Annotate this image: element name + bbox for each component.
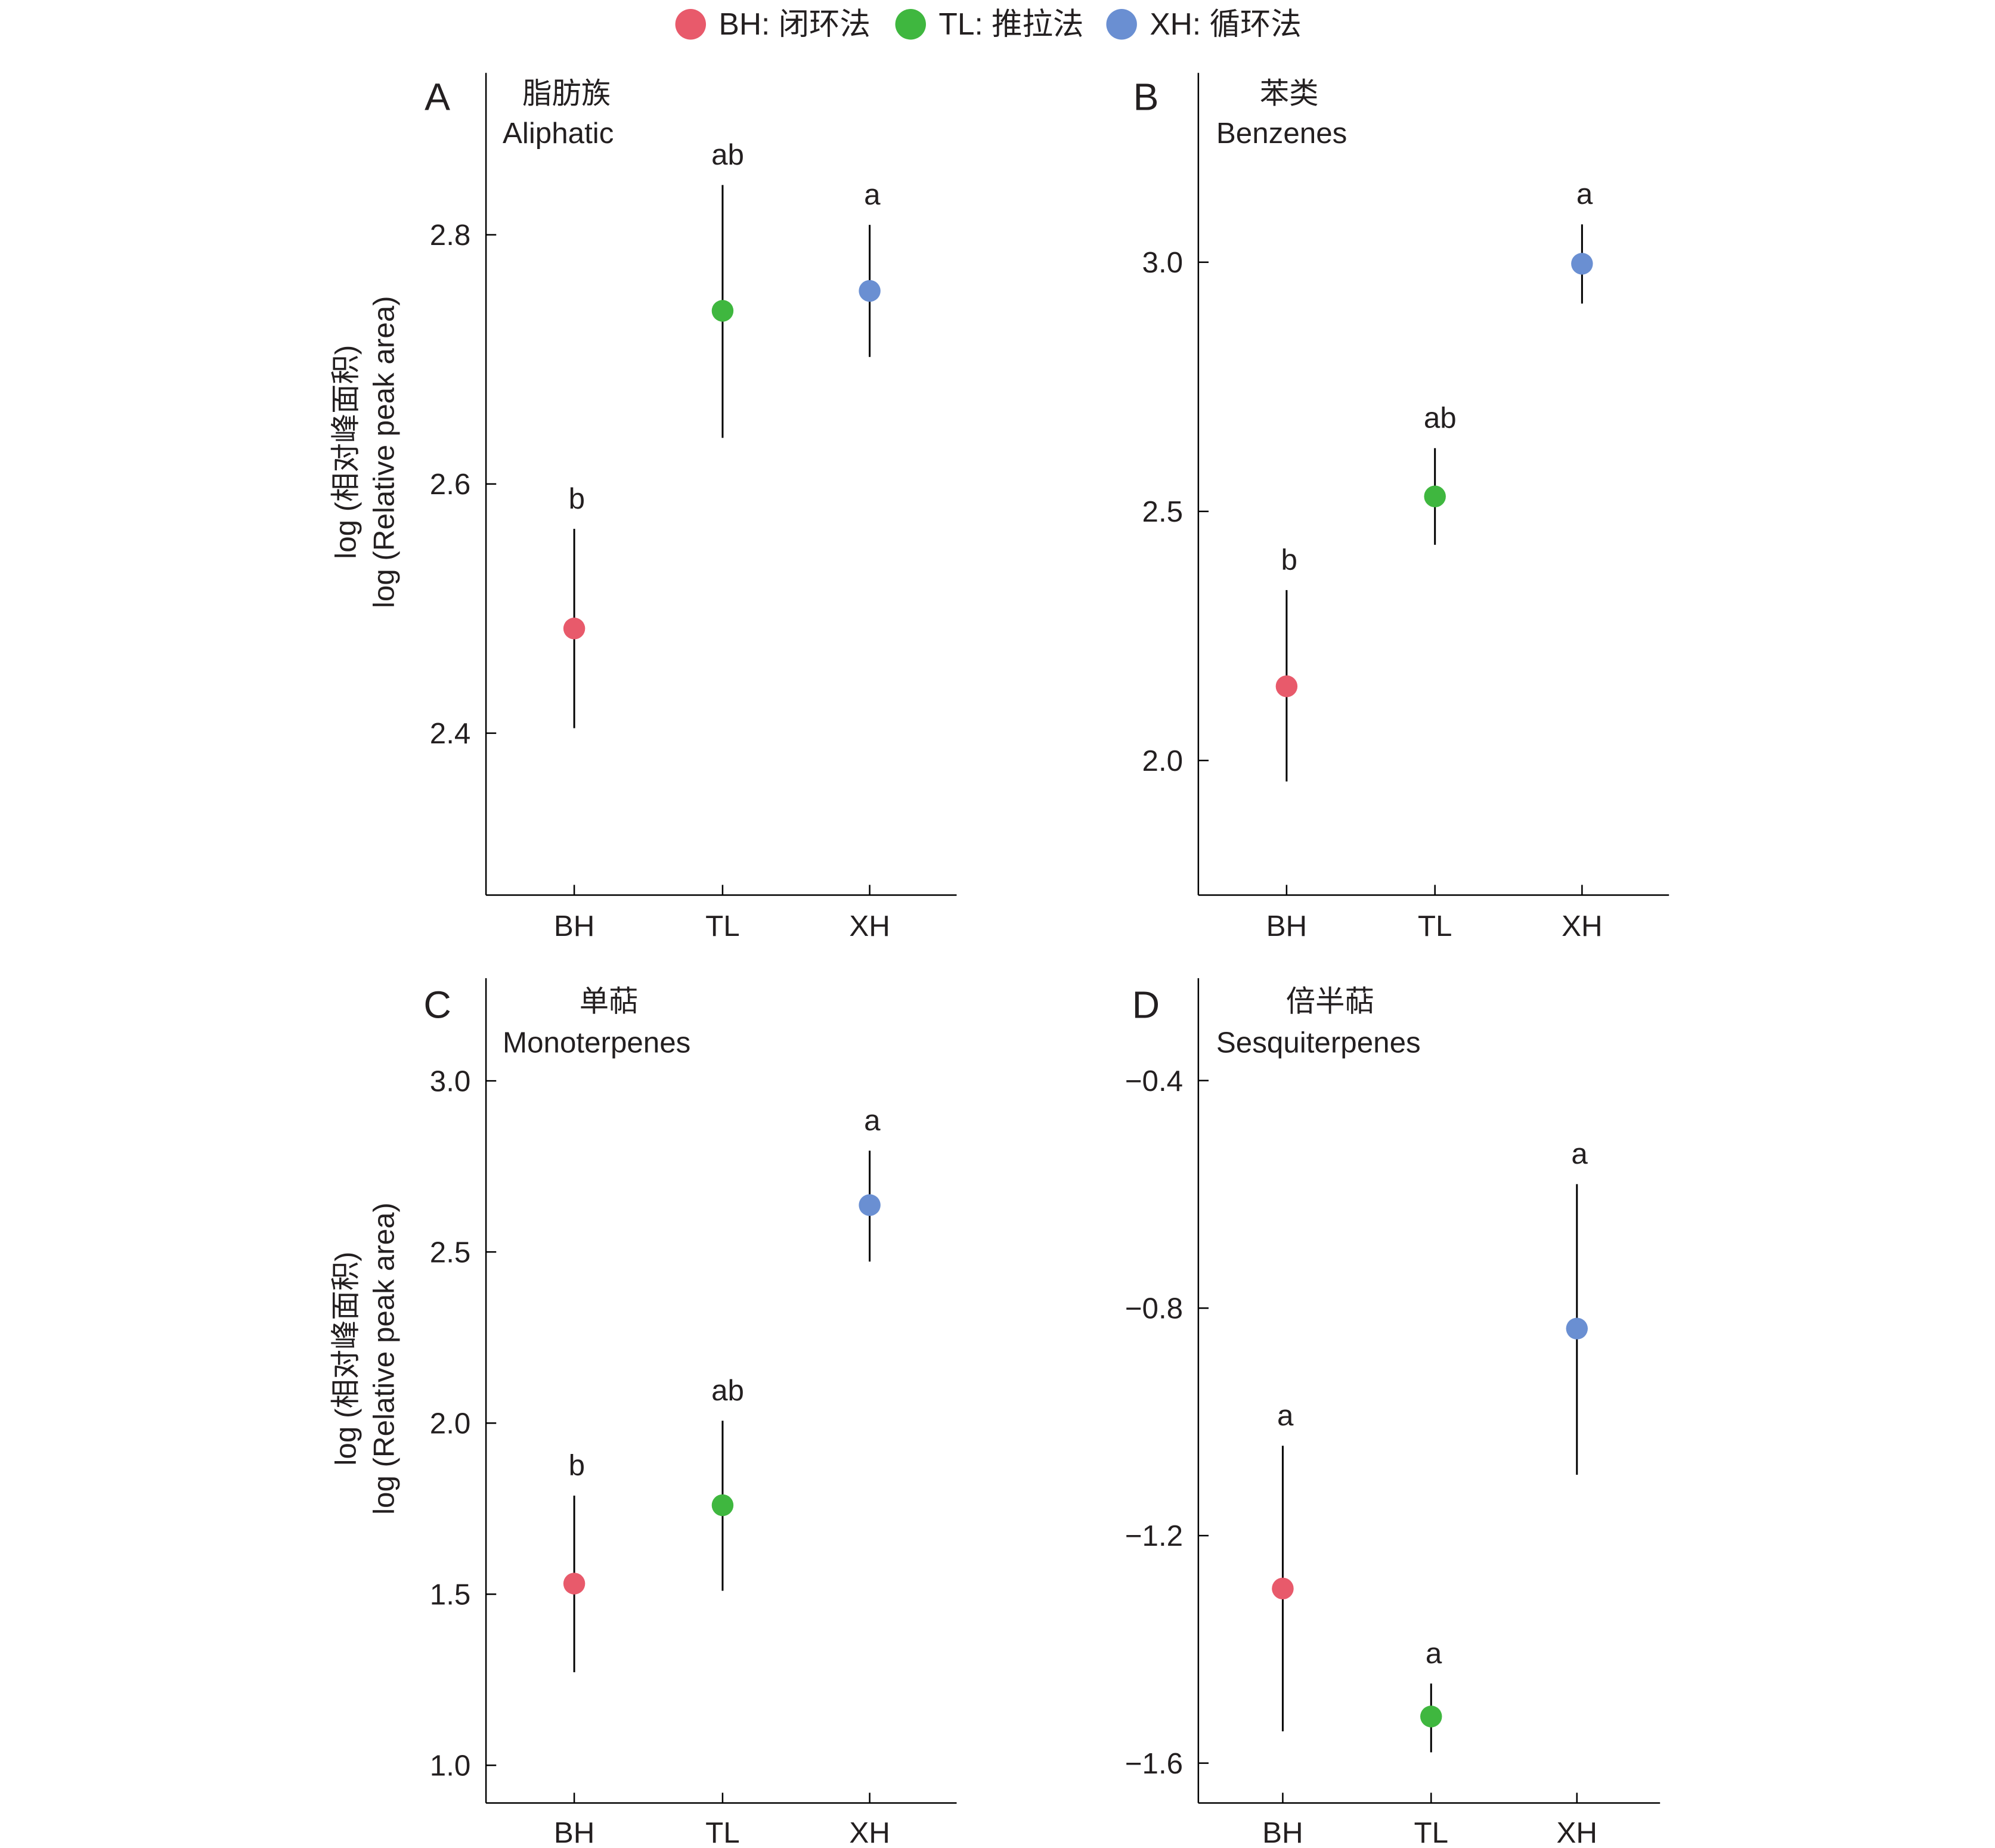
y-axis-label-en: log (Relative peak area) — [368, 1202, 401, 1515]
panel-letter: C — [423, 983, 451, 1026]
panel-letter: B — [1133, 75, 1158, 118]
data-point-xh — [859, 1194, 881, 1216]
panel-title-cn: 苯类 — [1260, 76, 1319, 111]
significance-letter: b — [569, 1449, 585, 1482]
panel-title-en: Sesquiterpenes — [1216, 1026, 1421, 1059]
y-tick-label: 3.0 — [1142, 246, 1184, 279]
y-tick-label: 2.5 — [1142, 495, 1184, 528]
significance-letter: ab — [711, 138, 744, 171]
panel-letter: D — [1132, 983, 1160, 1026]
legend-label-xh: XH: 循环法 — [1150, 7, 1302, 41]
y-tick-label: −0.8 — [1125, 1292, 1183, 1325]
panel-d: D 倍半萜 Sesquiterpenes −1.6 −1.2 −0.8 −0.4 BH a TL a… — [1125, 978, 1661, 1848]
data-point-bh — [563, 1573, 586, 1595]
panel-title-en: Benzenes — [1216, 117, 1347, 150]
panel-title-en: Aliphatic — [503, 117, 614, 150]
data-point-bh — [1275, 675, 1298, 697]
x-tick-label: BH — [1262, 1816, 1303, 1848]
legend-label-bh: BH: 闭环法 — [718, 7, 871, 41]
panel-title-cn: 倍半萜 — [1286, 984, 1374, 1019]
x-tick-label: XH — [849, 910, 890, 942]
y-tick-label: 2.0 — [430, 1407, 471, 1440]
panel-letter: A — [425, 75, 450, 118]
y-tick-label: 2.5 — [430, 1236, 471, 1269]
data-point-bh — [563, 618, 586, 640]
panel-a: A 脂肪族 Aliphatic 2.4 2.6 2.8 BH b TL ab XH a log (相对峰… — [329, 73, 957, 942]
panel-title-cn: 单萜 — [580, 984, 639, 1019]
x-tick-label: TL — [1418, 910, 1452, 942]
data-point-bh — [1272, 1577, 1294, 1599]
x-tick-label: XH — [1562, 910, 1603, 942]
x-tick-label: BH — [554, 1816, 595, 1848]
legend-marker-tl — [895, 9, 926, 40]
data-point-tl — [711, 1494, 734, 1517]
significance-letter: a — [1576, 178, 1593, 210]
x-tick-label: XH — [849, 1816, 890, 1848]
significance-letter: a — [1426, 1637, 1442, 1670]
x-tick-label: TL — [1414, 1816, 1448, 1848]
x-tick-label: TL — [705, 910, 740, 942]
y-axis-label-cn: log (相对峰面积) — [329, 1252, 362, 1466]
panel-c: C 单萜 Monoterpenes 1.0 1.5 2.0 2.5 3.0 BH b TL ab XH a… — [329, 978, 957, 1848]
data-point-tl — [711, 300, 734, 322]
legend-label-tl: TL: 推拉法 — [938, 7, 1083, 41]
panel-title-cn: 脂肪族 — [522, 76, 611, 111]
significance-letter: b — [1281, 544, 1297, 576]
data-point-xh — [859, 280, 881, 302]
y-tick-label: −0.4 — [1125, 1065, 1183, 1097]
significance-letter: ab — [1424, 401, 1457, 434]
y-axis-label-en: log (Relative peak area) — [368, 296, 401, 608]
legend-marker-xh — [1106, 9, 1137, 40]
x-tick-label: TL — [705, 1816, 740, 1848]
legend-marker-bh — [675, 9, 707, 40]
y-tick-label: 1.0 — [430, 1749, 471, 1782]
y-tick-label: −1.6 — [1125, 1747, 1183, 1780]
y-tick-label: 3.0 — [430, 1065, 471, 1097]
panel-title-en: Monoterpenes — [503, 1026, 690, 1059]
y-tick-label: 1.5 — [430, 1578, 471, 1611]
significance-letter: b — [569, 482, 585, 515]
data-point-tl — [1424, 485, 1446, 508]
y-tick-label: 2.6 — [430, 468, 471, 501]
panel-b: B 苯类 Benzenes 2.0 2.5 3.0 BH b TL ab XH a — [1133, 73, 1669, 942]
y-tick-label: −1.2 — [1125, 1520, 1183, 1552]
significance-letter: a — [864, 1104, 881, 1137]
x-tick-label: BH — [1266, 910, 1308, 942]
data-point-xh — [1566, 1317, 1588, 1340]
significance-letter: a — [1277, 1399, 1294, 1432]
legend: BH: 闭环法 TL: 推拉法 XH: 循环法 — [675, 7, 1302, 41]
significance-letter: a — [1571, 1137, 1588, 1170]
x-tick-label: BH — [554, 910, 595, 942]
y-tick-label: 2.0 — [1142, 745, 1184, 777]
data-point-xh — [1571, 253, 1593, 275]
y-axis-label-cn: log (相对峰面积) — [329, 345, 362, 559]
x-tick-label: XH — [1557, 1816, 1598, 1848]
significance-letter: ab — [711, 1374, 744, 1407]
data-point-tl — [1420, 1706, 1442, 1728]
y-tick-label: 2.4 — [430, 717, 471, 750]
significance-letter: a — [864, 178, 881, 211]
y-tick-label: 2.8 — [430, 219, 471, 252]
